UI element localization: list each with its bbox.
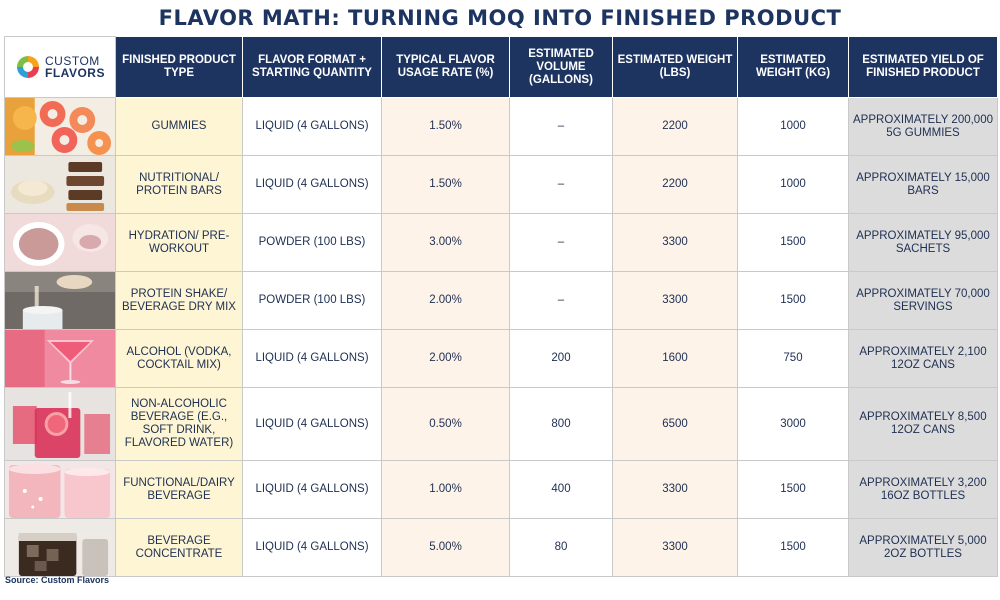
table-row: FUNCTIONAL/DAIRY BEVERAGE LIQUID (4 GALL… (4, 460, 998, 519)
page-title: FLAVOR MATH: TURNING MOQ INTO FINISHED P… (158, 6, 842, 30)
weight-lbs: 3300 (612, 213, 738, 272)
yield: APPROXIMATELY 2,100 12OZ CANS (848, 329, 998, 388)
logo-line-1: CUSTOM (45, 54, 100, 68)
yield: APPROXIMATELY 95,000 SACHETS (848, 213, 998, 272)
flavor-format: LIQUID (4 GALLONS) (242, 460, 382, 519)
weight-lbs: 6500 (612, 387, 738, 461)
usage-rate: 1.00% (381, 460, 510, 519)
volume: 800 (509, 387, 613, 461)
weight-kg: 1000 (737, 97, 849, 156)
flavor-format: LIQUID (4 GALLONS) (242, 518, 382, 577)
logo-cell: CUSTOM FLAVORS (4, 36, 116, 98)
header-yield: ESTIMATED YIELD OF FINISHED PRODUCT (848, 36, 998, 98)
flavor-math-table: CUSTOM FLAVORS FINISHED PRODUCT TYPE FLA… (4, 36, 998, 577)
table-row: HYDRATION/ PRE-WORKOUT POWDER (100 LBS) … (4, 213, 998, 272)
header-product-type: FINISHED PRODUCT TYPE (115, 36, 243, 98)
weight-kg: 1500 (737, 518, 849, 577)
header-volume: ESTIMATED VOLUME (GALLONS) (509, 36, 613, 98)
custom-flavors-logo: CUSTOM FLAVORS (8, 54, 112, 80)
weight-lbs: 2200 (612, 97, 738, 156)
source-note: Source: Custom Flavors (5, 575, 110, 585)
weight-lbs: 3300 (612, 460, 738, 519)
product-type: FUNCTIONAL/DAIRY BEVERAGE (115, 460, 243, 519)
usage-rate: 0.50% (381, 387, 510, 461)
table-row: NON-ALCOHOLIC BEVERAGE (E.G., SOFT DRINK… (4, 387, 998, 461)
product-type: GUMMIES (115, 97, 243, 156)
flavor-format: LIQUID (4 GALLONS) (242, 329, 382, 388)
usage-rate: 2.00% (381, 271, 510, 330)
weight-lbs: 3300 (612, 271, 738, 330)
product-type: NON-ALCOHOLIC BEVERAGE (E.G., SOFT DRINK… (115, 387, 243, 461)
product-type: BEVERAGE CONCENTRATE (115, 518, 243, 577)
product-type: NUTRITIONAL/ PROTEIN BARS (115, 155, 243, 214)
header-usage-rate: TYPICAL FLAVOR USAGE RATE (%) (381, 36, 510, 98)
table-row: BEVERAGE CONCENTRATE LIQUID (4 GALLONS) … (4, 518, 998, 577)
cocktail-photo (4, 329, 116, 388)
protein-shake-photo (4, 271, 116, 330)
weight-kg: 1000 (737, 155, 849, 214)
weight-kg: 750 (737, 329, 849, 388)
weight-kg: 1500 (737, 271, 849, 330)
header-row: CUSTOM FLAVORS FINISHED PRODUCT TYPE FLA… (4, 36, 998, 98)
yield: APPROXIMATELY 8,500 12OZ CANS (848, 387, 998, 461)
yield: APPROXIMATELY 3,200 16OZ BOTTLES (848, 460, 998, 519)
soft-drink-photo (4, 387, 116, 461)
usage-rate: 5.00% (381, 518, 510, 577)
header-weight-lbs: ESTIMATED WEIGHT (LBS) (612, 36, 738, 98)
usage-rate: 2.00% (381, 329, 510, 388)
header-flavor-format: FLAVOR FORMAT + STARTING QUANTITY (242, 36, 382, 98)
volume: – (509, 271, 613, 330)
weight-kg: 3000 (737, 387, 849, 461)
flavor-format: LIQUID (4 GALLONS) (242, 155, 382, 214)
volume: – (509, 155, 613, 214)
weight-lbs: 1600 (612, 329, 738, 388)
volume: 80 (509, 518, 613, 577)
volume: – (509, 213, 613, 272)
yield: APPROXIMATELY 200,000 5G GUMMIES (848, 97, 998, 156)
weight-lbs: 3300 (612, 518, 738, 577)
table-row: ALCOHOL (VODKA, COCKTAIL MIX) LIQUID (4 … (4, 329, 998, 388)
volume: – (509, 97, 613, 156)
product-type: PROTEIN SHAKE/ BEVERAGE DRY MIX (115, 271, 243, 330)
table-row: PROTEIN SHAKE/ BEVERAGE DRY MIX POWDER (… (4, 271, 998, 330)
flavor-format: LIQUID (4 GALLONS) (242, 97, 382, 156)
product-type: ALCOHOL (VODKA, COCKTAIL MIX) (115, 329, 243, 388)
hydration-powder-photo (4, 213, 116, 272)
volume: 400 (509, 460, 613, 519)
weight-kg: 1500 (737, 460, 849, 519)
yield: APPROXIMATELY 5,000 2OZ BOTTLES (848, 518, 998, 577)
flavor-format: LIQUID (4 GALLONS) (242, 387, 382, 461)
weight-lbs: 2200 (612, 155, 738, 214)
gummies-photo (4, 97, 116, 156)
usage-rate: 3.00% (381, 213, 510, 272)
product-type: HYDRATION/ PRE-WORKOUT (115, 213, 243, 272)
flavor-format: POWDER (100 LBS) (242, 213, 382, 272)
header-weight-kg: ESTIMATED WEIGHT (KG) (737, 36, 849, 98)
logo-line-2: FLAVORS (45, 66, 105, 80)
protein-bars-photo (4, 155, 116, 214)
swirl-logo-icon (17, 56, 40, 78)
yield: APPROXIMATELY 70,000 SERVINGS (848, 271, 998, 330)
table-row: NUTRITIONAL/ PROTEIN BARS LIQUID (4 GALL… (4, 155, 998, 214)
volume: 200 (509, 329, 613, 388)
flavor-format: POWDER (100 LBS) (242, 271, 382, 330)
weight-kg: 1500 (737, 213, 849, 272)
yield: APPROXIMATELY 15,000 BARS (848, 155, 998, 214)
dairy-beverage-photo (4, 460, 116, 519)
usage-rate: 1.50% (381, 97, 510, 156)
table-row: GUMMIES LIQUID (4 GALLONS) 1.50% – 2200 … (4, 97, 998, 156)
cold-brew-concentrate-photo (4, 518, 116, 577)
usage-rate: 1.50% (381, 155, 510, 214)
